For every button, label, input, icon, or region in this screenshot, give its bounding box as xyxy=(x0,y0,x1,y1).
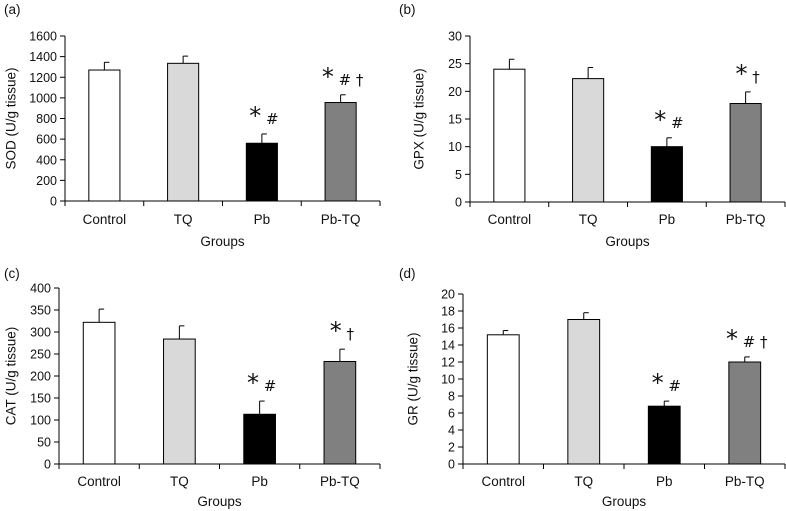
panel-label: (c) xyxy=(4,266,20,281)
chart-panel-4: (d) 0 2 4 6 8 10 12 14 16 18 20 Control TQ Pb * # Pb-TQ *… xyxy=(399,266,786,509)
y-tick-label: 600 xyxy=(36,133,57,147)
bar-pb xyxy=(245,142,278,202)
x-tick-label: Pb-TQ xyxy=(725,474,765,489)
bar-control xyxy=(82,321,116,465)
x-tick-label: Control xyxy=(488,212,532,227)
bar-control xyxy=(486,334,520,465)
chart-panel-3: (c) 0 50 100 150 200 250 300 350 400 Control TQ Pb * … xyxy=(4,266,381,509)
x-tick-label: TQ xyxy=(170,474,189,489)
x-axis-title: Groups xyxy=(605,234,650,249)
bar-control xyxy=(88,69,121,202)
y-tick-label: 5 xyxy=(455,168,462,182)
bar-tq xyxy=(572,78,605,203)
y-tick-label: 200 xyxy=(36,174,57,188)
x-tick-label: Pb xyxy=(659,212,676,227)
bar-pb-tq xyxy=(729,103,762,203)
bar-pb xyxy=(243,413,276,465)
y-tick-label: 20 xyxy=(441,288,455,302)
x-tick-label: Pb-TQ xyxy=(726,212,766,227)
bar-tq xyxy=(167,62,200,202)
panel-label: (b) xyxy=(399,2,416,17)
x-tick-label: Pb xyxy=(251,474,268,489)
x-tick-label: TQ xyxy=(574,474,593,489)
y-tick-label: 100 xyxy=(30,414,51,428)
y-tick-label: 1400 xyxy=(29,50,57,64)
y-tick-label: 10 xyxy=(441,373,455,387)
y-tick-label: 800 xyxy=(36,112,57,126)
y-tick-label: 1200 xyxy=(29,71,57,85)
x-tick-label: Control xyxy=(77,474,121,489)
y-tick-label: 20 xyxy=(448,85,462,99)
y-tick-label: 250 xyxy=(30,348,51,362)
y-tick-label: 6 xyxy=(448,407,455,421)
y-tick-label: 0 xyxy=(44,458,51,472)
y-tick-label: 14 xyxy=(441,339,455,353)
y-tick-label: 150 xyxy=(30,392,51,406)
bar-pb-tq xyxy=(728,361,762,465)
bar-pb-tq xyxy=(324,102,357,202)
chart-panel-1: (a) 0 200 400 600 800 1000 1200 1400 1600 Control T… xyxy=(4,2,381,249)
x-tick-label: Pb xyxy=(254,212,271,227)
bar-pb xyxy=(650,146,683,203)
y-axis-title: SOD (U/g tissue) xyxy=(4,67,19,169)
y-tick-label: 16 xyxy=(441,322,455,336)
y-tick-label: 0 xyxy=(50,195,57,209)
bar-tq xyxy=(163,338,196,465)
y-tick-label: 30 xyxy=(448,30,462,44)
x-tick-label: Control xyxy=(83,212,127,227)
y-axis-title: GR (U/g tissue) xyxy=(406,332,421,425)
significance-label: * # xyxy=(249,102,278,130)
significance-label: * # † xyxy=(322,63,364,91)
chart-panel-2: (b) 0 5 10 15 20 25 30 Control TQ Pb * # Pb-TQ * † Gro… xyxy=(399,2,786,249)
y-tick-label: 15 xyxy=(448,113,462,127)
significance-label: * # xyxy=(652,369,681,397)
x-axis-title: Groups xyxy=(197,494,242,509)
y-tick-label: 1600 xyxy=(29,30,57,44)
bar-control xyxy=(493,68,526,203)
bar-pb xyxy=(647,405,681,465)
bar-tq xyxy=(567,319,601,465)
y-tick-label: 10 xyxy=(448,140,462,154)
y-tick-label: 8 xyxy=(448,390,455,404)
y-tick-label: 25 xyxy=(448,57,462,71)
x-tick-label: Control xyxy=(481,474,525,489)
y-tick-label: 400 xyxy=(30,282,51,296)
y-axis-title: GPX (U/g tissue) xyxy=(412,68,427,169)
significance-label: * # xyxy=(654,106,683,134)
y-tick-label: 200 xyxy=(30,370,51,384)
y-tick-label: 50 xyxy=(37,436,51,450)
x-tick-label: Pb-TQ xyxy=(320,474,360,489)
y-tick-label: 0 xyxy=(448,458,455,472)
x-axis-title: Groups xyxy=(200,234,245,249)
y-tick-label: 350 xyxy=(30,304,51,318)
significance-label: * † xyxy=(330,317,355,345)
x-tick-label: Pb-TQ xyxy=(321,212,361,227)
y-tick-label: 300 xyxy=(30,326,51,340)
panel-label: (d) xyxy=(399,266,416,281)
significance-label: * # xyxy=(247,369,276,397)
y-tick-label: 1000 xyxy=(29,91,57,105)
y-tick-label: 2 xyxy=(448,441,455,455)
x-axis-title: Groups xyxy=(602,494,647,509)
panel-label: (a) xyxy=(4,2,21,17)
y-tick-label: 0 xyxy=(455,196,462,210)
x-tick-label: TQ xyxy=(174,212,193,227)
x-tick-label: Pb xyxy=(656,474,673,489)
y-tick-label: 12 xyxy=(441,356,455,370)
significance-label: * † xyxy=(735,60,760,88)
x-tick-label: TQ xyxy=(579,212,598,227)
y-tick-label: 400 xyxy=(36,153,57,167)
y-tick-label: 4 xyxy=(448,424,455,438)
y-tick-label: 18 xyxy=(441,305,455,319)
bar-pb-tq xyxy=(323,360,357,465)
y-axis-title: CAT (U/g tissue) xyxy=(4,327,19,426)
significance-label: * # † xyxy=(726,325,768,353)
